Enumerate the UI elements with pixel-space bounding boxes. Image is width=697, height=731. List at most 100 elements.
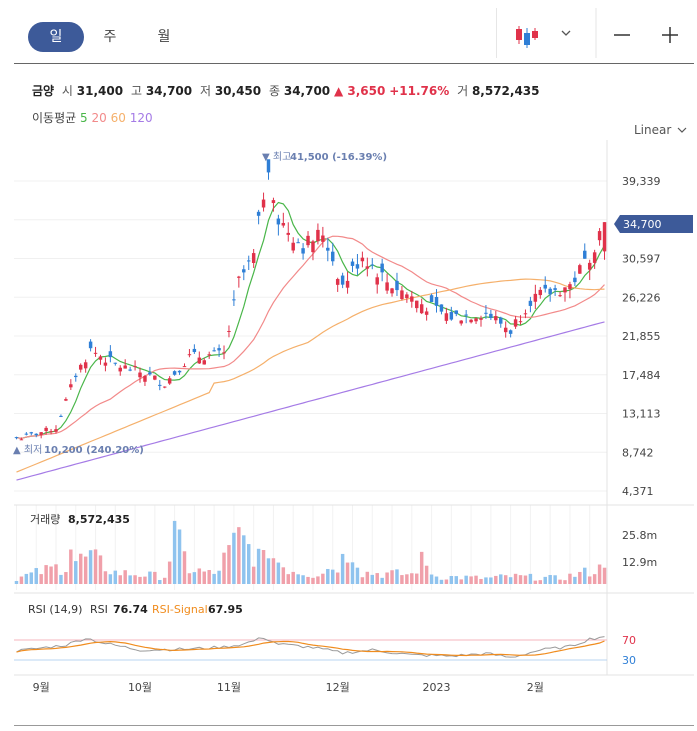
candle bbox=[266, 159, 271, 180]
low-value: 30,450 bbox=[214, 84, 262, 98]
candle bbox=[331, 242, 335, 266]
candle bbox=[113, 362, 118, 366]
volume-bar bbox=[202, 571, 206, 584]
candle bbox=[172, 370, 177, 376]
open-value: 31,400 bbox=[76, 84, 124, 98]
volume-bar bbox=[187, 573, 192, 584]
volume-bar bbox=[286, 574, 290, 584]
volume-bar bbox=[49, 566, 53, 584]
volume-bar bbox=[568, 573, 572, 584]
candle bbox=[153, 375, 157, 381]
candle-body bbox=[78, 364, 83, 370]
volume-bar bbox=[172, 520, 177, 584]
candle bbox=[222, 345, 226, 360]
candle-body bbox=[360, 257, 365, 262]
candle bbox=[316, 223, 320, 245]
candle-body bbox=[153, 375, 157, 380]
volume-bar bbox=[494, 575, 498, 584]
candle bbox=[370, 258, 375, 270]
candle bbox=[538, 286, 543, 299]
ma20-label[interactable]: 20 bbox=[91, 111, 107, 125]
candle-body bbox=[578, 265, 582, 274]
tab-week[interactable]: 주 bbox=[103, 29, 117, 45]
candle-body bbox=[29, 432, 34, 434]
candle-body bbox=[518, 321, 523, 323]
price-tick-label: 13,113 bbox=[622, 408, 661, 421]
candle-body bbox=[306, 235, 310, 246]
volume-bar bbox=[415, 573, 419, 584]
candle-body bbox=[222, 352, 226, 354]
candle-body bbox=[103, 362, 108, 366]
volume-bar bbox=[222, 552, 226, 584]
candle-body bbox=[266, 159, 271, 173]
ma60-label[interactable]: 60 bbox=[110, 111, 126, 125]
volume-bar bbox=[197, 568, 202, 584]
ma120-label[interactable]: 120 bbox=[129, 111, 153, 125]
rsi-signal-value: 67.95 bbox=[208, 603, 243, 616]
candle bbox=[360, 251, 365, 268]
candlestick-type-icon[interactable] bbox=[516, 26, 538, 48]
candle-body bbox=[335, 279, 340, 285]
volume-bar bbox=[246, 544, 251, 584]
candle bbox=[429, 293, 434, 303]
price-tick-label: 8,742 bbox=[622, 446, 654, 459]
candle bbox=[276, 214, 281, 236]
tab-day[interactable]: 일 bbox=[28, 22, 84, 52]
candle-body bbox=[207, 354, 211, 356]
moving-average-lines bbox=[16, 201, 606, 481]
volume-bar bbox=[380, 577, 384, 584]
ma5-label[interactable]: 5 bbox=[80, 111, 88, 125]
volume-bar bbox=[499, 574, 503, 584]
candle-body bbox=[415, 300, 419, 309]
candle-body bbox=[276, 218, 281, 225]
candle-body bbox=[291, 242, 295, 251]
candle bbox=[518, 315, 523, 325]
volume-bar bbox=[29, 572, 34, 584]
candle-body bbox=[395, 280, 399, 291]
candle bbox=[93, 346, 98, 357]
candle bbox=[563, 287, 567, 302]
candle-body bbox=[479, 318, 483, 320]
volume-bar bbox=[543, 576, 547, 584]
candles bbox=[14, 159, 607, 441]
zoom-in-icon[interactable] bbox=[662, 27, 678, 43]
volume-bar bbox=[123, 570, 127, 584]
candle bbox=[464, 310, 468, 324]
candle-body bbox=[24, 433, 29, 435]
volume-bar bbox=[103, 571, 108, 584]
candle bbox=[469, 319, 473, 324]
candle bbox=[345, 271, 350, 294]
candle bbox=[227, 325, 231, 338]
candle-body bbox=[162, 386, 167, 388]
volume-bar bbox=[538, 580, 543, 584]
volume-bar bbox=[395, 569, 399, 584]
candle-body bbox=[592, 252, 597, 263]
volume-bar bbox=[400, 575, 404, 584]
axes: 39,339 30,597 26,226 21,855 17,484 13,113 8,74… bbox=[33, 175, 661, 694]
chevron-down-icon[interactable] bbox=[561, 30, 571, 36]
candle-body bbox=[59, 415, 63, 417]
candle-body bbox=[34, 433, 38, 436]
volume-bar bbox=[276, 562, 281, 584]
candle-body bbox=[331, 251, 335, 262]
x-tick-label: 11월 bbox=[217, 681, 241, 694]
volume-bar bbox=[143, 576, 147, 584]
volume-tick-label: 25.8m bbox=[622, 529, 657, 542]
candle-body bbox=[587, 262, 592, 270]
candle-body bbox=[602, 222, 607, 252]
candle bbox=[286, 222, 290, 242]
candle bbox=[499, 316, 503, 328]
scale-selector[interactable]: Linear bbox=[634, 123, 687, 137]
candle bbox=[326, 237, 330, 262]
candle-body bbox=[390, 288, 394, 294]
candle bbox=[489, 309, 493, 321]
tab-month[interactable]: 월 bbox=[157, 29, 171, 45]
candle bbox=[59, 414, 63, 418]
candle-body bbox=[321, 235, 325, 242]
candle bbox=[513, 315, 518, 329]
volume-bar bbox=[464, 575, 468, 584]
candle bbox=[439, 304, 444, 315]
volume-label: 거 bbox=[457, 84, 469, 98]
candle bbox=[592, 249, 597, 269]
